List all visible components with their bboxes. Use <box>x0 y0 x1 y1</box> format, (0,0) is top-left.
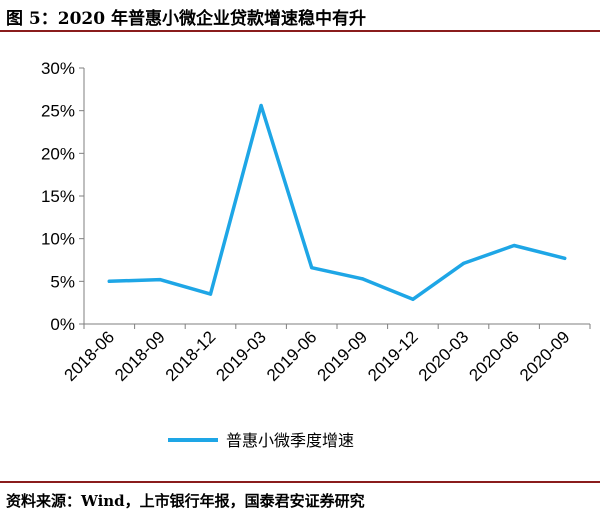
x-axis: 2018-062018-092018-122019-032019-062019-… <box>61 323 591 385</box>
y-tick-label: 5% <box>50 272 75 291</box>
x-tick-label: 2018-12 <box>162 327 220 385</box>
y-tick-label: 10% <box>41 230 75 249</box>
x-tick-label: 2019-09 <box>314 327 372 385</box>
figure-title: 图 5：2020 年普惠小微企业贷款增速稳中有升 <box>6 9 366 29</box>
source-rule <box>0 481 600 483</box>
x-tick-label: 2020-03 <box>415 327 473 385</box>
title-rule <box>0 30 600 32</box>
x-tick-label: 2019-12 <box>364 327 422 385</box>
data-point <box>259 103 263 108</box>
legend: 普惠小微季度增速 <box>168 431 354 450</box>
y-axis: 0% 5% 10% 15% 20% 25% 30% <box>41 59 85 334</box>
data-point <box>563 256 567 260</box>
data-point <box>107 279 111 283</box>
y-tick-label: 30% <box>41 59 75 78</box>
x-tick-label: 2019-03 <box>212 327 270 385</box>
y-tick-label: 25% <box>41 102 75 121</box>
data-point <box>461 261 466 266</box>
data-point <box>411 297 415 301</box>
x-tick-label: 2018-09 <box>111 327 169 385</box>
y-tick-label: 20% <box>41 144 75 163</box>
x-tick-label: 2018-06 <box>61 327 119 385</box>
series-line <box>107 103 567 302</box>
data-point <box>512 243 516 248</box>
legend-label: 普惠小微季度增速 <box>226 431 354 450</box>
series-layer <box>107 103 567 302</box>
y-tick-label: 0% <box>50 315 75 334</box>
line-chart: 0% 5% 10% 15% 20% 25% 30% 2018-062018-092018-1… <box>41 59 591 450</box>
x-tick-label: 2019-06 <box>263 327 321 385</box>
x-tick-label: 2020-06 <box>465 327 523 385</box>
y-tick-label: 15% <box>41 187 75 206</box>
x-tick-label: 2020-09 <box>516 327 574 385</box>
data-point <box>360 277 364 281</box>
data-point <box>310 266 314 270</box>
data-point <box>158 278 162 282</box>
data-point <box>208 292 213 296</box>
source-note: 资料来源：Wind，上市银行年报，国泰君安证券研究 <box>6 492 365 510</box>
